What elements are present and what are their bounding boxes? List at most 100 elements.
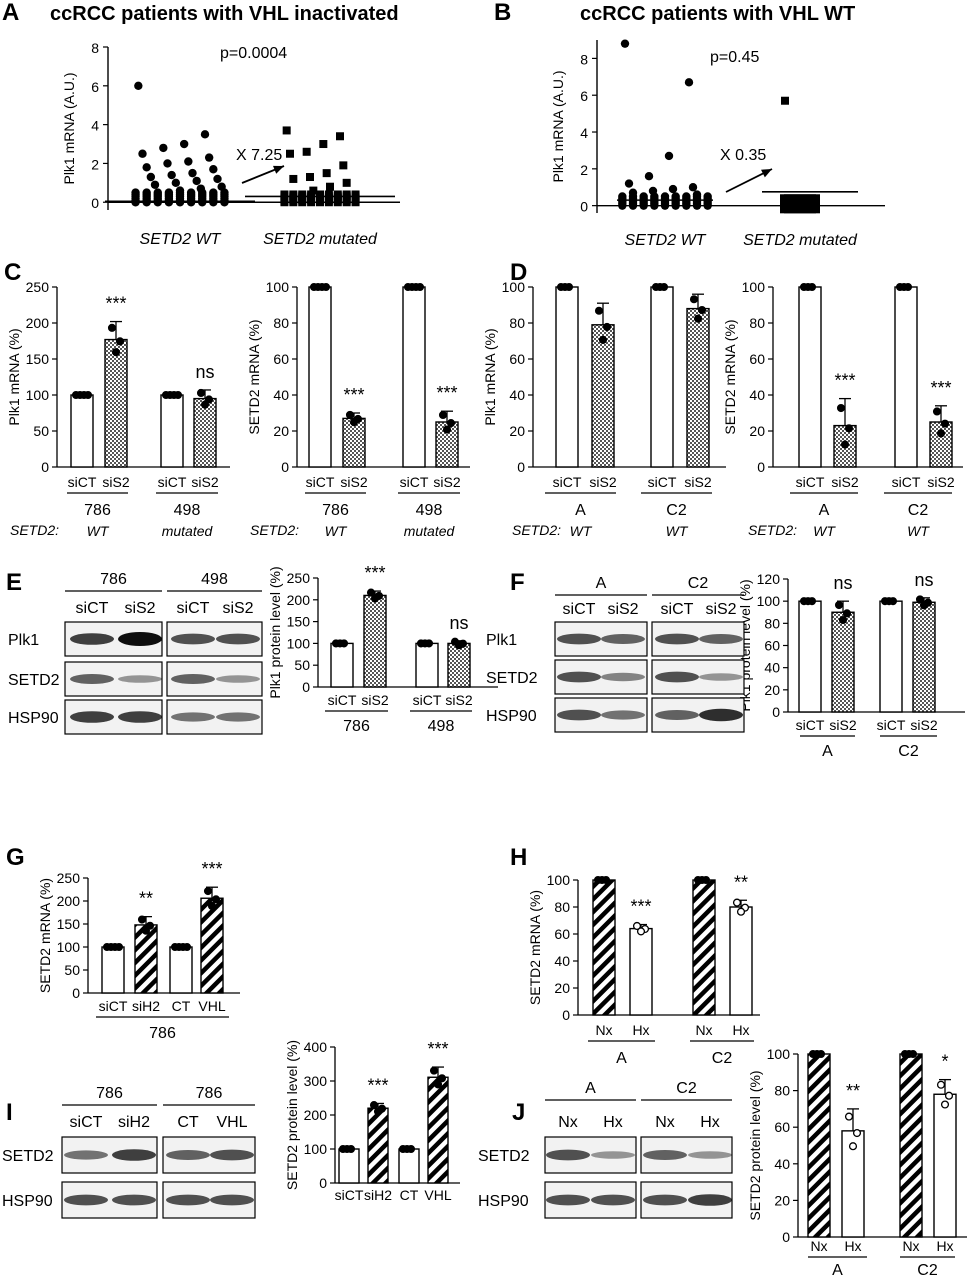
F-data-point	[807, 597, 817, 606]
I-blot-row-label: SETD2	[2, 1148, 54, 1165]
F-bar	[798, 600, 822, 713]
A-data-point	[322, 169, 331, 178]
D1-data-point	[697, 305, 707, 315]
J-y-tick-label: 60	[774, 1119, 790, 1135]
G-data-point	[207, 901, 217, 911]
A-data-point	[339, 161, 348, 170]
G-data-point	[182, 942, 192, 952]
C1-significance-label: ns	[195, 362, 214, 382]
J-data-point	[848, 1142, 858, 1151]
D2-y-tick-label: 0	[757, 459, 765, 475]
A-y-tick-label: 4	[91, 118, 99, 134]
I-category-label: CT	[400, 1187, 419, 1203]
D1-data-point	[594, 306, 604, 315]
I-blot-group-label: 786	[96, 1085, 123, 1102]
E-y-tick-label: 50	[294, 657, 310, 673]
C1-category-label: siCT	[68, 474, 97, 490]
J-category-label: Nx	[902, 1238, 919, 1254]
H-y-tick-label: 80	[554, 899, 570, 915]
H-bar	[692, 879, 716, 1016]
G-bar	[134, 924, 158, 994]
F-blot-lane-label: siCT	[563, 601, 596, 618]
A-data-point	[188, 168, 197, 178]
D1-genotype-label: WT	[666, 523, 689, 539]
D2-y-tick-label: 40	[749, 387, 765, 403]
D2-bar	[798, 286, 822, 468]
J-blot-band	[688, 1194, 732, 1206]
I-data-point	[429, 1066, 439, 1075]
J-bar	[899, 1053, 923, 1238]
H-group-label: A	[616, 1050, 627, 1067]
D1-data-point	[564, 282, 574, 292]
J-y-tick-label: 20	[774, 1192, 790, 1208]
B-category-label: SETD2 WT	[625, 232, 707, 249]
I-bar	[398, 1148, 420, 1184]
F-blot-band	[699, 634, 743, 644]
F-blot-band	[699, 673, 743, 681]
E-data-point	[454, 641, 464, 650]
C1-y-tick-label: 200	[26, 315, 50, 331]
F-group-label: A	[822, 743, 833, 760]
E-blot-band	[118, 632, 162, 646]
C1-category-label: siS2	[102, 474, 129, 490]
C2-genotype-label: mutated	[404, 523, 456, 539]
J-y-axis-label: SETD2 protein level (%)	[747, 1070, 763, 1220]
H-bar	[629, 927, 653, 1016]
D2-category-label: siCT	[892, 474, 921, 490]
E-blot-band	[70, 674, 114, 684]
I-blot-lane-label: siCT	[70, 1114, 103, 1131]
C2-bar	[402, 286, 426, 468]
C2-y-tick-label: 0	[281, 459, 289, 475]
H-category-label: Nx	[695, 1022, 712, 1038]
E-significance-label: ***	[364, 563, 385, 583]
B-data-point	[812, 194, 820, 203]
C1-bar	[70, 394, 94, 468]
B-data-point	[682, 201, 691, 210]
F-blot-band	[601, 710, 645, 720]
F-blot-band	[655, 633, 699, 645]
F-blot-row-label: HSP90	[486, 708, 537, 725]
C2-data-point	[438, 410, 448, 420]
C2-significance-label: ***	[436, 383, 457, 403]
genotype-label-c2: SETD2:	[250, 522, 299, 538]
E-blot-lane-label: siS2	[222, 600, 253, 617]
C1-data-point	[115, 337, 125, 346]
D2-y-tick-label: 100	[742, 279, 766, 295]
C1-group-label: 498	[174, 502, 201, 519]
H-significance-label: **	[734, 872, 748, 892]
C2-data-point	[345, 410, 355, 419]
A-data-point	[131, 198, 140, 207]
B-data-point	[688, 183, 698, 192]
A-data-point	[324, 198, 333, 207]
C2-data-point	[446, 419, 456, 428]
D1-bar	[555, 286, 579, 468]
J-blot-band	[546, 1149, 590, 1161]
E-data-point	[424, 639, 434, 648]
A-data-point	[179, 139, 189, 149]
I-y-tick-label: 400	[304, 1039, 328, 1055]
B-data-point	[781, 96, 789, 105]
A-data-point	[307, 198, 316, 207]
C1-genotype-label: mutated	[162, 523, 214, 539]
B-data-point	[628, 201, 638, 210]
F-group-label: C2	[898, 743, 919, 760]
G-data-point	[114, 942, 124, 952]
B-data-point	[703, 201, 712, 210]
H-y-tick-label: 20	[554, 980, 570, 996]
E-blot-lane-label: siCT	[76, 600, 109, 617]
A-data-point	[316, 198, 324, 207]
F-data-point	[842, 609, 852, 618]
panel-letter-b: B	[494, 0, 511, 26]
F-y-tick-label: 120	[757, 571, 781, 587]
I-blot-band	[64, 1150, 108, 1160]
B-data-point	[812, 205, 820, 214]
B-data-point	[650, 201, 659, 210]
E-blot-band	[70, 633, 114, 645]
E-blot-band	[171, 712, 215, 722]
panel-letter-h: H	[510, 844, 527, 871]
C1-y-tick-label: 250	[26, 279, 50, 295]
A-data-point	[167, 170, 176, 180]
D2-genotype-label: WT	[907, 523, 930, 539]
D1-genotype-label: WT	[570, 523, 593, 539]
J-category-label: Hx	[844, 1238, 861, 1254]
